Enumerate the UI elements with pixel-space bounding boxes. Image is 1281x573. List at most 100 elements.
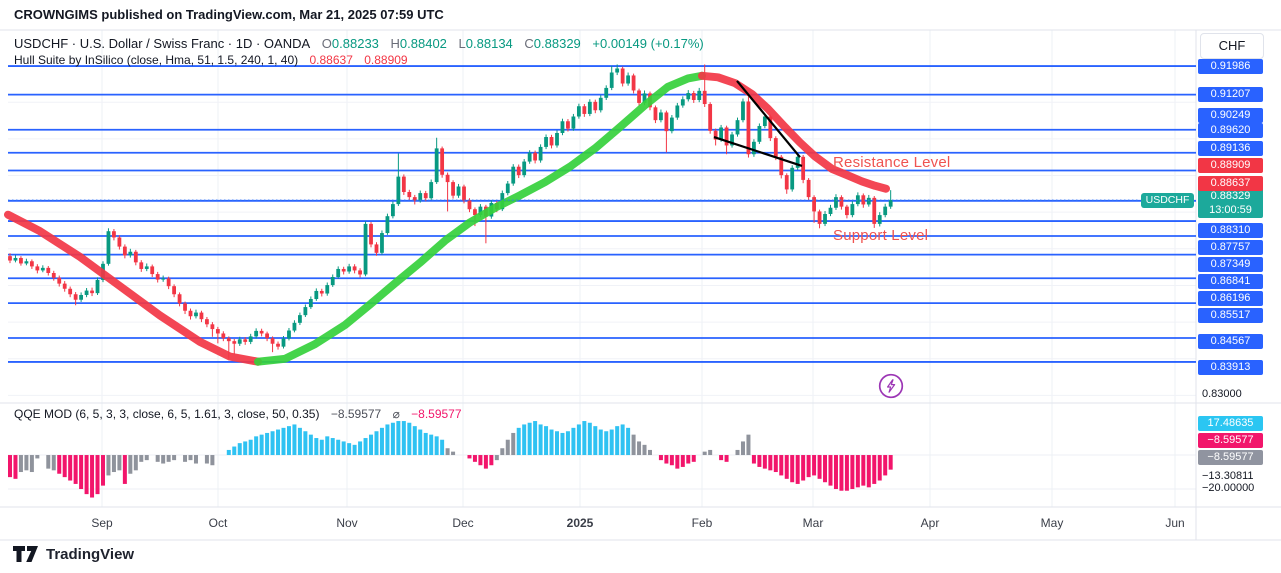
tradingview-footer[interactable]: TradingView bbox=[12, 545, 134, 563]
qqe-histogram-bar bbox=[358, 441, 363, 456]
candle-body bbox=[812, 197, 816, 212]
price-axis-label: 0.83000 bbox=[1202, 388, 1242, 400]
qqe-histogram-bar bbox=[161, 455, 166, 464]
candle-body bbox=[254, 330, 259, 337]
qqe-histogram-bar bbox=[8, 455, 12, 478]
lightning-bolt-button[interactable] bbox=[877, 372, 905, 400]
candle-body bbox=[719, 127, 723, 140]
candle-body bbox=[347, 266, 352, 272]
candle-body bbox=[877, 215, 882, 224]
qqe-histogram-bar bbox=[762, 455, 767, 469]
qqe-histogram-bar bbox=[144, 455, 149, 461]
candle-body bbox=[631, 75, 636, 91]
candle-body bbox=[188, 310, 193, 317]
qqe-histogram-bar bbox=[680, 455, 685, 467]
qqe-histogram-bar bbox=[106, 455, 111, 476]
qqe-histogram-bar bbox=[560, 432, 565, 456]
qqe-mod-legend[interactable]: QQE MOD (6, 5, 3, 3, close, 6, 5, 1.61, … bbox=[14, 407, 462, 421]
candle-body bbox=[243, 339, 248, 342]
qqe-histogram-bar bbox=[379, 427, 384, 456]
qqe-histogram-bar bbox=[100, 455, 105, 486]
price-axis-label: 0.88909 bbox=[1198, 158, 1263, 173]
qqe-histogram-bar bbox=[472, 455, 477, 462]
qqe-histogram-bar bbox=[483, 455, 488, 469]
candle-body bbox=[779, 156, 784, 176]
hull-ribbon-bearish bbox=[4, 210, 262, 366]
qqe-histogram-bar bbox=[297, 427, 302, 456]
candle-body bbox=[166, 278, 171, 287]
candle-body bbox=[834, 197, 838, 208]
qqe-histogram-bar bbox=[347, 443, 352, 456]
candle-body bbox=[19, 257, 23, 264]
candle-body bbox=[522, 161, 527, 176]
candle-body bbox=[352, 266, 357, 271]
qqe-histogram-bar bbox=[888, 455, 893, 470]
qqe-histogram-bar bbox=[691, 455, 696, 462]
time-axis-label: Dec bbox=[452, 516, 474, 530]
qqe-histogram-bar bbox=[128, 455, 133, 474]
candle-body bbox=[462, 186, 466, 201]
candle-body bbox=[828, 207, 833, 214]
time-axis-label: 2025 bbox=[566, 516, 594, 530]
qqe-histogram-bar bbox=[385, 424, 390, 456]
qqe-histogram-bar bbox=[29, 455, 34, 473]
candle-body bbox=[298, 315, 302, 323]
symbol-legend[interactable]: USDCHF · U.S. Dollar / Swiss Franc · 1D … bbox=[14, 36, 704, 51]
currency-unit-button[interactable]: CHF bbox=[1200, 33, 1264, 59]
candle-body bbox=[637, 90, 641, 103]
time-axis-label: Sep bbox=[91, 516, 113, 530]
qqe-histogram-bar bbox=[407, 422, 412, 456]
qqe-histogram-bar bbox=[237, 443, 242, 456]
candle-body bbox=[604, 87, 609, 98]
candle-body bbox=[445, 174, 450, 183]
qqe-histogram-bar bbox=[303, 431, 308, 456]
qqe-histogram-bar bbox=[576, 424, 581, 456]
candle-body bbox=[752, 141, 756, 155]
time-axis-label: Nov bbox=[336, 516, 358, 530]
qqe-histogram-bar bbox=[434, 436, 439, 456]
candle-body bbox=[746, 101, 751, 155]
qqe-histogram-bar bbox=[396, 421, 401, 456]
qqe-histogram-bar bbox=[24, 455, 29, 471]
candle-body bbox=[708, 104, 713, 131]
hull-suite-legend[interactable]: Hull Suite by InSilico (close, Hma, 51, … bbox=[14, 53, 408, 67]
qqe-histogram-bar bbox=[516, 427, 521, 456]
candle-body bbox=[456, 186, 461, 196]
trendline-drawing[interactable] bbox=[713, 135, 803, 168]
ohlc-high-value: 0.88402 bbox=[399, 36, 447, 51]
time-axis-label: Apr bbox=[920, 516, 940, 530]
qqe-histogram-bar bbox=[265, 432, 270, 456]
candle-body bbox=[697, 90, 702, 101]
qqe-histogram-bar bbox=[604, 431, 609, 456]
qqe-histogram-bar bbox=[740, 441, 745, 456]
qqe-histogram-bar bbox=[533, 421, 538, 456]
candle-body bbox=[319, 290, 324, 294]
candle-body bbox=[866, 197, 871, 205]
support-level-annotation[interactable]: Support Level bbox=[833, 227, 929, 244]
candle-body bbox=[872, 197, 877, 224]
candle-body bbox=[237, 339, 242, 344]
qqe-histogram-bar bbox=[352, 444, 357, 456]
qqe-histogram-bar bbox=[95, 455, 100, 495]
qqe-histogram-bar bbox=[232, 446, 237, 456]
trendline-drawing[interactable] bbox=[736, 80, 801, 158]
qqe-histogram-bar bbox=[658, 455, 663, 461]
qqe-histogram-bar bbox=[505, 439, 510, 456]
qqe-histogram-bar bbox=[412, 426, 417, 456]
candle-body bbox=[795, 156, 800, 168]
qqe-histogram-bar bbox=[702, 451, 707, 456]
hull-value-2: 0.88909 bbox=[364, 53, 408, 67]
candle-body bbox=[144, 266, 149, 269]
qqe-histogram-bar bbox=[593, 426, 598, 456]
candle-body bbox=[57, 277, 62, 284]
resistance-level-annotation[interactable]: Resistance Level bbox=[833, 154, 951, 171]
candle-body bbox=[686, 93, 691, 100]
candle-body bbox=[642, 93, 647, 103]
qqe-histogram-bar bbox=[51, 455, 56, 471]
qqe-histogram-bar bbox=[587, 422, 592, 456]
candle-body bbox=[248, 336, 253, 342]
candle-body bbox=[440, 148, 445, 175]
indicator-axis-label: −13.30811 bbox=[1202, 470, 1254, 482]
average-symbol: ⌀ bbox=[392, 407, 400, 421]
